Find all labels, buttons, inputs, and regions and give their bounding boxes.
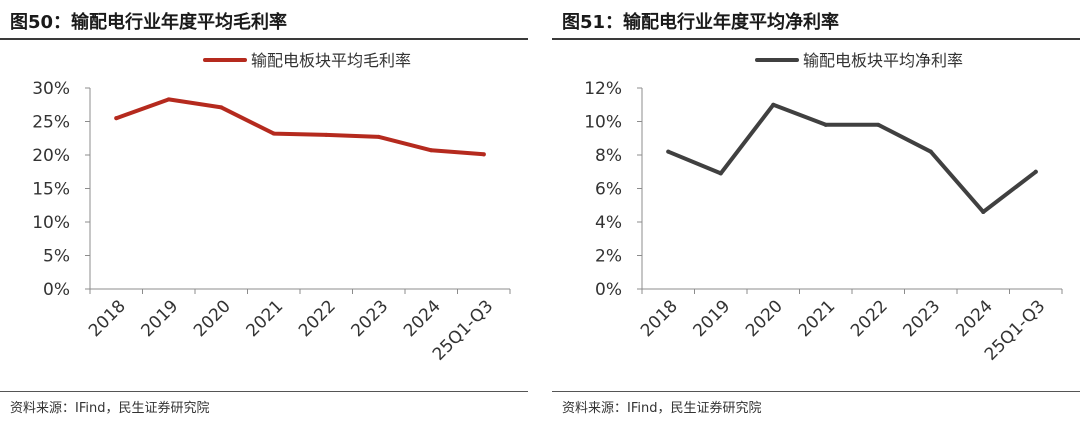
y-tick-label: 2% (595, 247, 622, 267)
title-rule (552, 38, 1080, 40)
y-tick-label: 6% (595, 180, 622, 200)
data-point (876, 122, 881, 127)
data-point (429, 148, 434, 153)
y-tick-label: 0% (595, 280, 622, 300)
data-point (376, 134, 381, 139)
y-tick-label: 10% (584, 113, 622, 133)
x-tick-label: 2024 (400, 296, 445, 341)
y-tick-label: 4% (595, 213, 622, 233)
data-point (1033, 169, 1038, 174)
series-line (114, 97, 486, 157)
y-tick-label: 0% (43, 280, 70, 300)
source-note: 资料来源：IFind，民生证券研究院 (562, 401, 762, 416)
x-tick-label: 2020 (742, 296, 787, 341)
data-point (114, 116, 119, 121)
data-point (666, 149, 671, 154)
data-point (481, 152, 486, 157)
y-tick-label: 8% (595, 146, 622, 166)
data-point (771, 102, 776, 107)
x-tick-label: 2022 (295, 296, 340, 341)
x-tick-label: 2020 (190, 296, 235, 341)
y-tick-label: 5% (43, 247, 70, 267)
y-tick-label: 30% (32, 79, 70, 99)
y-tick-label: 20% (32, 146, 70, 166)
x-tick-label: 2019 (690, 296, 735, 341)
data-point (271, 131, 276, 136)
data-point (166, 97, 171, 102)
x-tick-label: 2023 (900, 296, 945, 341)
data-point (718, 171, 723, 176)
x-tick-label: 2024 (952, 296, 997, 341)
y-tick-label: 10% (32, 213, 70, 233)
series-line (666, 102, 1038, 214)
source-note: 资料来源：IFind，民生证券研究院 (10, 401, 210, 416)
x-tick-label: 2022 (847, 296, 892, 341)
x-tick-label: 2018 (637, 296, 682, 341)
y-tick-label: 15% (32, 180, 70, 200)
data-point (823, 122, 828, 127)
data-point (928, 149, 933, 154)
line-chart-gross-margin: 0%5%10%15%20%25%30%2018 2019 2020 2021 2022 2… (32, 51, 511, 365)
chart-panel-net-margin: 图51：输配电行业年度平均净利率 0% 2% 4% 6% 8% 10% 12% 2018 201… (552, 0, 1080, 422)
y-tick-label: 25% (32, 113, 70, 133)
figure-title: 图51：输配电行业年度平均净利率 (562, 12, 840, 33)
x-tick-label: 2021 (795, 296, 840, 341)
legend-label: 输配电板块平均毛利率 (251, 51, 411, 70)
source-rule (552, 391, 1080, 392)
data-point (324, 132, 329, 137)
data-point (219, 105, 224, 110)
title-rule (0, 38, 528, 40)
data-point (981, 209, 986, 214)
x-tick-label: 2018 (85, 296, 130, 341)
figure-title: 图50：输配电行业年度平均毛利率 (10, 12, 288, 33)
line-chart-net-margin: 0% 2% 4% 6% 8% 10% 12% 2018 2019 2020 2021 2022 2023… (584, 51, 1063, 365)
source-rule (0, 391, 528, 392)
x-tick-label: 2021 (243, 296, 288, 341)
legend-label: 输配电板块平均净利率 (803, 51, 963, 70)
y-tick-label: 12% (584, 79, 622, 99)
chart-panel-gross-margin: 图50：输配电行业年度平均毛利率 0% 5% 10% 15% 20% 25% 30% 2018… (0, 0, 528, 422)
x-tick-label: 2019 (138, 296, 183, 341)
x-tick-label: 2023 (348, 296, 393, 341)
